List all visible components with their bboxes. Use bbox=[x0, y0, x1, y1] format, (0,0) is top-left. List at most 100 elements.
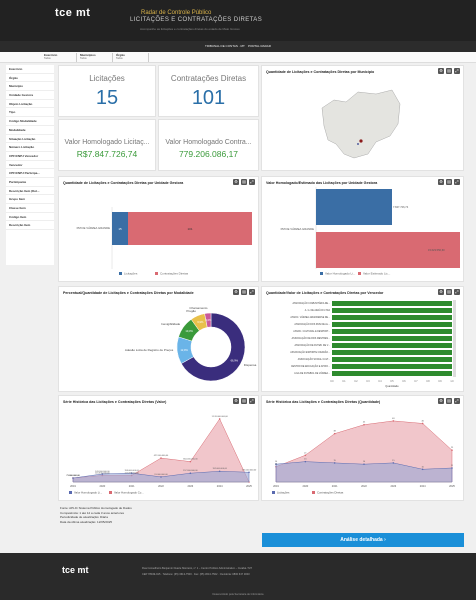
tagline: Acompanhe as licitações e contratações d… bbox=[140, 27, 240, 31]
tab-tribunal[interactable]: TRIBUNAL DE CONTAS · MT bbox=[205, 44, 245, 48]
legend-item: Licitações bbox=[124, 272, 138, 276]
footer-phone: CEP 78049-915 · Telefone: (65) 3613-7500… bbox=[142, 573, 250, 576]
sidebar-filter-item[interactable]: CPF/CNPJ Vencedor bbox=[6, 152, 54, 161]
table-icon[interactable]: ▤ bbox=[446, 179, 452, 185]
analise-detalhada-button[interactable]: Análise detalhada › bbox=[262, 533, 464, 547]
sidebar-filter-item[interactable]: Participante bbox=[6, 178, 54, 187]
gear-icon[interactable]: ⚙ bbox=[233, 398, 239, 404]
table-icon[interactable]: ▤ bbox=[241, 398, 247, 404]
card-toolbar: ⚙ ▤ ⤢ bbox=[438, 398, 460, 404]
card-title: Valor Homologado/Estimado das Licitações… bbox=[266, 181, 378, 185]
gear-icon[interactable]: ⚙ bbox=[438, 68, 444, 74]
data-label: 14 bbox=[363, 461, 366, 463]
kpi-label: Licitações bbox=[89, 74, 125, 83]
bar-value-contratacoes: 101 bbox=[187, 227, 192, 231]
kpi-licitacoes: Licitações 15 bbox=[58, 65, 156, 117]
vencedor-bar bbox=[332, 357, 452, 362]
legend-swatch bbox=[358, 272, 361, 275]
header: tce mt Radar de Controle Público LICITAÇ… bbox=[0, 0, 476, 41]
table-icon[interactable]: ▤ bbox=[241, 289, 247, 295]
x-tick: 2022 bbox=[361, 484, 367, 488]
kpi-label: Valor Homologado Contra... bbox=[165, 139, 252, 146]
gear-icon[interactable]: ⚙ bbox=[438, 398, 444, 404]
expand-icon[interactable]: ⤢ bbox=[454, 289, 460, 295]
gear-icon[interactable]: ⚙ bbox=[233, 289, 239, 295]
expand-icon[interactable]: ⤢ bbox=[249, 179, 255, 185]
mato-grosso-map[interactable] bbox=[314, 82, 404, 168]
x-tick: 2019 bbox=[273, 484, 279, 488]
gear-icon[interactable]: ⚙ bbox=[233, 179, 239, 185]
x-tick: 0.5 bbox=[390, 381, 394, 383]
data-point bbox=[363, 463, 365, 465]
sidebar-filter-item[interactable]: Exercício bbox=[6, 65, 54, 74]
sidebar-filter-item[interactable]: Descrição Item bbox=[6, 221, 54, 231]
sidebar-filter-item[interactable]: Classe Item bbox=[6, 204, 54, 213]
table-icon[interactable]: ▤ bbox=[446, 398, 452, 404]
expand-icon[interactable]: ⤢ bbox=[249, 289, 255, 295]
data-point bbox=[304, 460, 307, 463]
card-toolbar: ⚙ ▤ ⤢ bbox=[233, 398, 255, 404]
card-title: Série Histórica das Licitações e Contrat… bbox=[266, 400, 381, 404]
modalidade-chart-card: Percentual/Quantidade de Licitações e Co… bbox=[58, 286, 259, 392]
sidebar-filter-item[interactable]: Descrição Item (Det... bbox=[6, 187, 54, 196]
kpi-value: 779.206.086,17 bbox=[178, 149, 239, 159]
sidebar-filter-item[interactable]: Órgão bbox=[6, 74, 54, 83]
slice-percent: 6,9% bbox=[197, 320, 204, 324]
vencedor-label: ASSOCIAÇÃO COMUNITÁRIA DE... bbox=[292, 302, 330, 305]
vencedor-bar-chart[interactable]: ASSOCIAÇÃO COMUNITÁRIA DE... A. G. DE ARA… bbox=[262, 287, 465, 393]
tce-logo[interactable]: tce mt bbox=[55, 7, 91, 19]
data-label: 16 bbox=[304, 459, 307, 461]
modalidade-donut-chart[interactable]: 66,9% Dispensa 12,9% Adesão à Ata de Regist… bbox=[59, 287, 260, 393]
selector-value: Todos bbox=[44, 57, 51, 60]
kpi-contratacoes: Contratações Diretas 101 bbox=[158, 65, 259, 117]
data-point bbox=[304, 454, 307, 457]
tab-portal[interactable]: PORTAL RADAR bbox=[248, 44, 271, 48]
selector-exercicio[interactable]: Exercício Todos bbox=[44, 53, 77, 62]
expand-icon[interactable]: ⤢ bbox=[454, 398, 460, 404]
serie-valor-area-chart[interactable]: 71.000.000,00 143.000.000,00 158.000.000,0… bbox=[59, 396, 260, 502]
sidebar-filter-item[interactable]: Código Item bbox=[6, 213, 54, 222]
sidebar-filter-item[interactable]: Número Licitação bbox=[6, 143, 54, 152]
gear-icon[interactable]: ⚙ bbox=[438, 289, 444, 295]
bar-licitacoes bbox=[112, 212, 128, 245]
serie-valor-card: Série Histórica das Licitações e Contrat… bbox=[58, 395, 259, 501]
legend-item: Valor Homologado Co... bbox=[114, 491, 144, 495]
data-label: 117.000.000,00 bbox=[125, 472, 140, 474]
footer-logo[interactable]: tce mt bbox=[62, 565, 89, 575]
sidebar-filter-item[interactable]: Tipo bbox=[6, 108, 54, 118]
x-tick: 2021 bbox=[332, 484, 338, 488]
vencedor-label: ASSOCIAÇÃO ESPORTE CIDADÃO... bbox=[290, 351, 330, 354]
gear-icon[interactable]: ⚙ bbox=[438, 179, 444, 185]
note-competencia: Competência: 1 até 12 a cada 3 anos ante… bbox=[60, 510, 125, 515]
expand-icon[interactable]: ⤢ bbox=[249, 398, 255, 404]
table-icon[interactable]: ▤ bbox=[446, 289, 452, 295]
sidebar-filter-item[interactable]: CPF/CNPJ Participa... bbox=[6, 169, 54, 178]
ug-stacked-bar-chart[interactable]: PM DE VÁRZEA GRANDE 15 101 Licitações Co… bbox=[59, 177, 260, 283]
legend-swatch bbox=[109, 491, 112, 494]
sidebar-filter-item[interactable]: Objeto Licitação bbox=[6, 100, 54, 109]
kpi-label: Valor Homologado Licitaç... bbox=[64, 139, 150, 146]
sidebar-filter-item[interactable]: Grupo Item bbox=[6, 195, 54, 204]
selector-municipios[interactable]: Municípios Todos bbox=[80, 53, 113, 62]
x-tick: 2025 bbox=[449, 484, 455, 488]
slice-label: Chamamento bbox=[189, 306, 207, 310]
serie-qtd-area-chart[interactable]: 14 16 15 14 15 10 11 12 21 38 45 48 46 25 2019 2020 2021… bbox=[262, 396, 465, 502]
selector-orgao[interactable]: Órgão Todos bbox=[116, 53, 149, 62]
sidebar-filter-item[interactable]: Situação Licitação bbox=[6, 135, 54, 144]
sidebar-filter-item[interactable]: Vencedor bbox=[6, 161, 54, 170]
sidebar-filter-item[interactable]: Código Modalidade bbox=[6, 117, 54, 126]
sidebar-filter-item[interactable]: Município bbox=[6, 82, 54, 92]
legend-item: Valor Homologado Li... bbox=[325, 272, 355, 276]
expand-icon[interactable]: ⤢ bbox=[454, 68, 460, 74]
table-icon[interactable]: ▤ bbox=[241, 179, 247, 185]
vencedor-bar bbox=[332, 301, 452, 306]
donut-slice bbox=[204, 312, 212, 328]
data-label: 46 bbox=[422, 420, 425, 422]
sidebar-filter-item[interactable]: Modalidade bbox=[6, 126, 54, 135]
expand-icon[interactable]: ⤢ bbox=[454, 179, 460, 185]
slice-label: Inexigibilidade bbox=[161, 322, 180, 326]
valor-ug-bar-chart[interactable]: PM DE VÁRZEA GRANDE 7.847.726,74 15.623.… bbox=[262, 177, 465, 283]
table-icon[interactable]: ▤ bbox=[446, 68, 452, 74]
data-label: 116.600.000,00 bbox=[95, 472, 110, 474]
sidebar-filter-item[interactable]: Unidade Gestora bbox=[6, 91, 54, 100]
